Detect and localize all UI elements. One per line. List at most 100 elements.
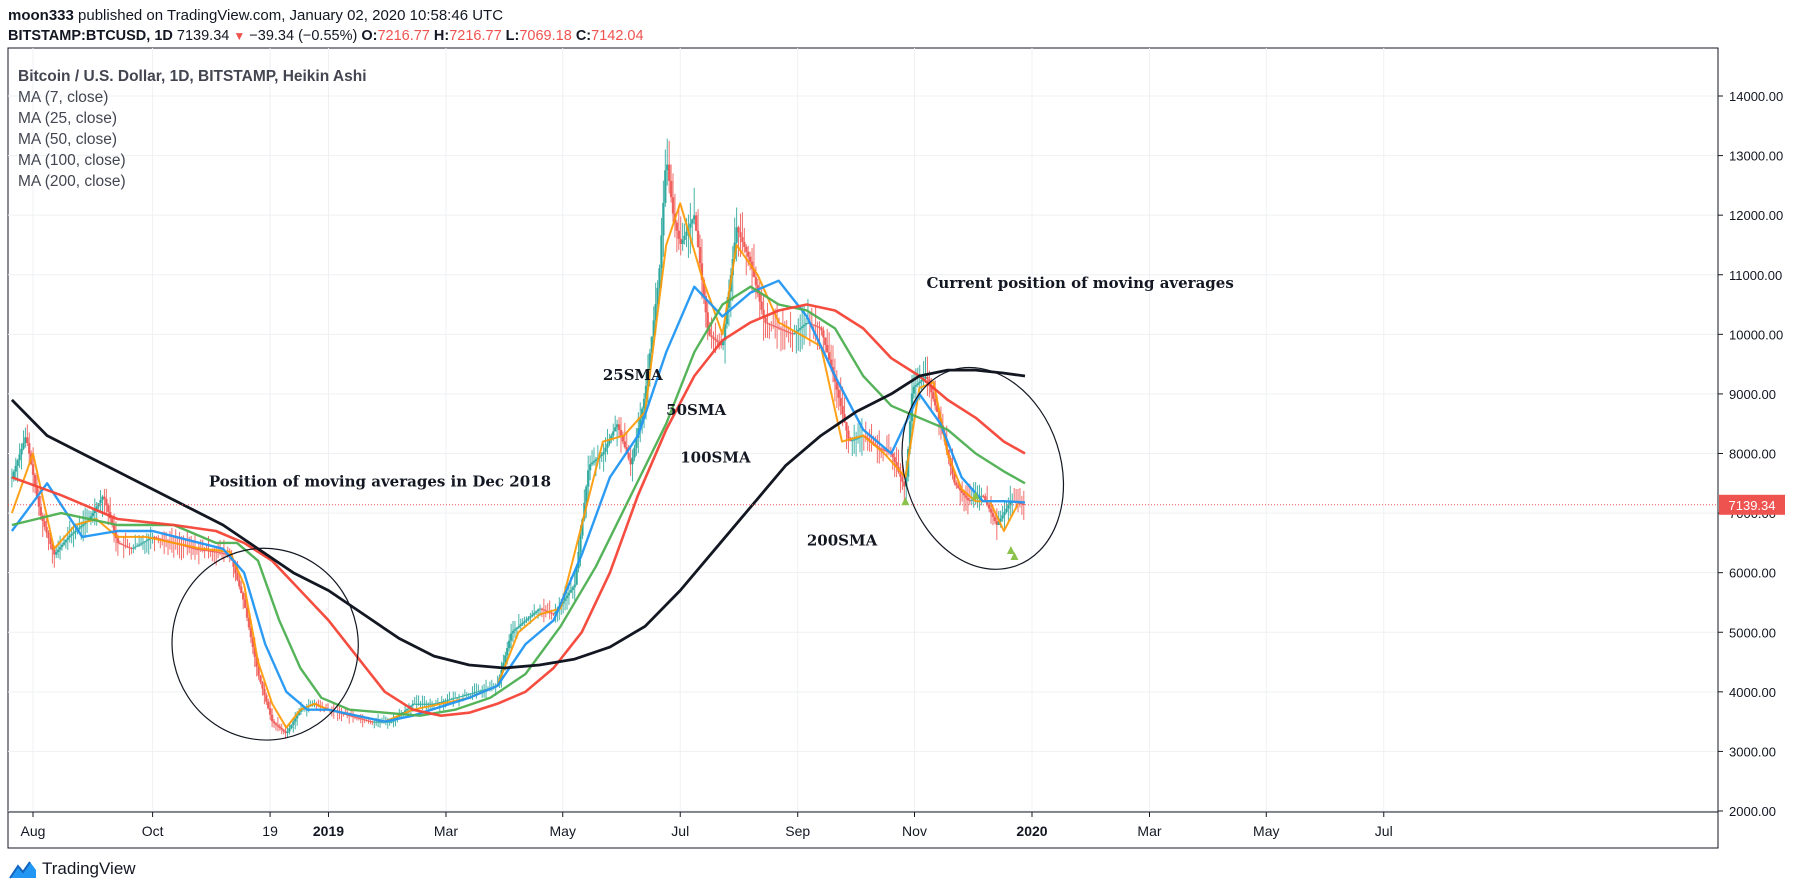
candle-body — [523, 621, 526, 623]
candle-body — [521, 622, 524, 625]
candle-body — [538, 608, 542, 610]
candle-body — [83, 522, 87, 525]
candle-body — [267, 701, 270, 709]
candle-body — [683, 235, 686, 240]
candle-body — [639, 418, 642, 429]
candle-body — [413, 703, 416, 705]
candle-body — [773, 326, 777, 328]
legend-ma-25[interactable]: MA (25, close) — [18, 110, 118, 127]
y-tick-label: 5000.00 — [1729, 625, 1776, 640]
candle-body — [448, 699, 451, 701]
candle-body — [629, 458, 632, 465]
candle-body — [716, 340, 719, 342]
legend-ma-50[interactable]: MA (50, close) — [18, 131, 118, 148]
signal-triangle — [971, 491, 980, 500]
candle-body — [932, 392, 935, 399]
x-tick-label: Jul — [671, 823, 689, 839]
candle-body — [621, 435, 625, 442]
candle-body — [542, 609, 546, 611]
candle-body — [613, 427, 617, 432]
candle-body — [457, 696, 461, 698]
publisher-name[interactable]: moon333 — [8, 7, 74, 24]
candle-body — [506, 648, 509, 656]
candle-body — [696, 230, 700, 247]
candle-body — [735, 227, 738, 243]
candle-body — [1003, 511, 1006, 516]
candle-body — [677, 230, 680, 239]
candle-body — [425, 703, 428, 705]
candle-body — [421, 703, 424, 705]
candle-body — [403, 710, 407, 712]
ma-line-5 — [10, 368, 1026, 670]
candle-body — [101, 496, 104, 500]
candle-body — [1018, 502, 1022, 504]
symbol-label[interactable]: BITSTAMP:BTCUSD, 1D — [8, 28, 173, 44]
candle-body — [220, 552, 224, 554]
y-tick-label: 2000.00 — [1729, 804, 1776, 819]
candle-body — [933, 398, 937, 406]
candle-body — [959, 487, 962, 491]
last-price-text: 7139.34 — [176, 28, 230, 44]
candle-body — [608, 439, 611, 444]
footer[interactable]: TradingView — [8, 858, 136, 880]
candle-body — [854, 438, 858, 440]
candle-body — [191, 547, 195, 549]
price-axis[interactable]: 2000.003000.004000.005000.006000.007000.… — [1718, 89, 1783, 819]
candle-body — [800, 326, 804, 329]
open-label: O: — [361, 28, 378, 44]
candle-body — [261, 682, 264, 689]
candle-body — [257, 666, 260, 676]
candle-body — [685, 231, 688, 236]
candle-body — [852, 439, 856, 441]
candle-body — [479, 690, 482, 692]
candle-body — [908, 421, 912, 450]
y-tick-label: 9000.00 — [1729, 387, 1776, 402]
candle-body — [534, 611, 538, 613]
candle-body — [984, 496, 987, 501]
chart-header: moon333 published on TradingView.com, Ja… — [8, 6, 644, 46]
candle-body — [118, 543, 122, 545]
candle-body — [39, 506, 43, 516]
candle-body — [197, 549, 201, 551]
candle-body — [675, 222, 679, 231]
candle-body — [531, 614, 534, 617]
candle-body — [581, 519, 584, 536]
candle-body — [658, 268, 661, 288]
candle-body — [839, 397, 842, 407]
candle-body — [806, 322, 810, 324]
candle-body — [363, 719, 366, 721]
candle-body — [446, 699, 449, 701]
candle-body — [502, 662, 505, 671]
candle-body — [139, 543, 143, 545]
legend-title[interactable]: Bitcoin / U.S. Dollar, 1D, BITSTAMP, Hei… — [18, 68, 367, 85]
candle-body — [155, 537, 158, 539]
candle-body — [374, 721, 378, 723]
candle-body — [232, 560, 235, 567]
candle-body — [243, 599, 247, 608]
legend-ma-100[interactable]: MA (100, close) — [18, 152, 126, 169]
candle-body — [355, 717, 359, 719]
candle-body — [99, 499, 102, 504]
candle-body — [245, 607, 249, 618]
chart-legend[interactable]: Bitcoin / U.S. Dollar, 1D, BITSTAMP, Hei… — [18, 66, 367, 192]
time-axis[interactable]: Aug Oct 19 2019 Mar May Jul Sep Nov 2020 Mar May Jul — [21, 812, 1393, 839]
candle-body — [781, 329, 785, 331]
candle-body — [461, 695, 465, 697]
candle-body — [694, 215, 698, 231]
annotation-text: 50SMA — [666, 401, 726, 419]
candle-body — [477, 691, 480, 693]
candle-body — [787, 331, 790, 333]
candle-body — [259, 675, 262, 683]
candle-body — [895, 462, 898, 467]
candle-body — [70, 533, 73, 536]
candle-body — [579, 535, 582, 552]
candle-body — [1007, 505, 1010, 509]
candle-body — [652, 320, 655, 337]
legend-ma-200[interactable]: MA (200, close) — [18, 173, 126, 190]
candle-body — [631, 457, 634, 465]
candle-body — [689, 223, 692, 228]
candle-body — [847, 430, 850, 439]
legend-ma-7[interactable]: MA (7, close) — [18, 89, 109, 106]
candle-body — [216, 551, 220, 553]
